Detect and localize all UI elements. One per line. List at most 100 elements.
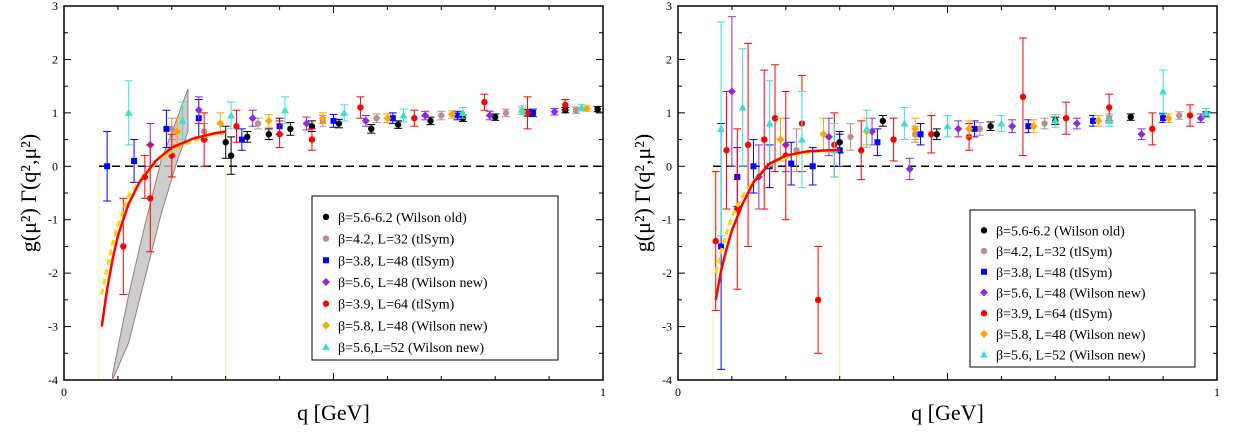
data-point <box>287 125 294 133</box>
data-point <box>862 124 871 132</box>
data-point <box>399 111 408 119</box>
data-point <box>971 125 978 132</box>
data-point <box>1164 114 1173 123</box>
chart-panel-1: -4 -3 -2 -1 0 1 2 3 0 1 q [GeV] g(μ²) Γ(q²,μ²) β=5.6… <box>16 0 606 425</box>
y-tick-label: 0 <box>666 159 672 173</box>
data-point <box>318 114 327 123</box>
data-point <box>308 123 316 130</box>
data-point <box>120 243 127 250</box>
data-point <box>1105 116 1114 124</box>
legend-label: β=5.6-6.2 (Wilson old) <box>338 211 467 226</box>
data-point <box>965 124 974 133</box>
plot-area <box>711 16 1217 370</box>
x-tick-label: 0 <box>675 385 681 399</box>
data-point <box>1186 112 1194 119</box>
data-point <box>868 127 877 136</box>
series-5 <box>119 93 570 296</box>
data-point <box>577 103 586 111</box>
legend-box <box>969 209 1196 368</box>
legend-marker <box>980 247 988 255</box>
data-point <box>173 127 182 136</box>
legend-label: β=5.6, L=48 (Wilson new) <box>996 287 1146 302</box>
y-tick-label: -2 <box>48 266 58 280</box>
series-4 <box>146 96 559 167</box>
legend-marker <box>981 268 987 275</box>
data-point <box>765 119 774 127</box>
data-point <box>572 106 580 114</box>
legend-label: β=4.2, L=32 (tlSym) <box>996 245 1113 260</box>
data-point <box>308 136 316 143</box>
data-point <box>933 131 940 138</box>
y-tick-label: -4 <box>662 373 672 387</box>
data-point <box>874 139 881 146</box>
data-point <box>104 163 111 170</box>
data-point <box>194 106 203 115</box>
data-point <box>1094 116 1103 125</box>
legend: β=5.6-6.2 (Wilson old) β=4.2, L=32 (tlSym… <box>311 195 559 361</box>
data-point <box>890 136 897 143</box>
data-point <box>131 157 138 164</box>
data-point <box>254 120 262 127</box>
data-point <box>744 141 752 149</box>
y-tick-label: -4 <box>48 373 58 387</box>
series-7 <box>717 21 1211 237</box>
data-point <box>147 195 154 202</box>
data-point <box>727 87 736 96</box>
series-6 <box>173 104 591 146</box>
data-point <box>594 105 601 113</box>
data-point <box>712 237 719 245</box>
data-point <box>1127 113 1134 121</box>
legend: β=5.6-6.2 (Wilson old) β=4.2, L=32 (tlSym… <box>969 209 1196 368</box>
legend-marker <box>322 300 330 307</box>
y-tick-label: 0 <box>52 159 58 173</box>
legend-box <box>311 195 559 361</box>
plot-area <box>99 80 603 380</box>
data-point <box>1149 125 1156 133</box>
data-point <box>1051 116 1060 124</box>
data-point <box>928 131 935 138</box>
data-point <box>900 119 909 127</box>
data-point <box>1196 114 1205 123</box>
data-point <box>389 115 396 122</box>
data-point <box>427 117 434 125</box>
fit-curve <box>100 130 226 327</box>
data-point <box>750 163 757 170</box>
data-point <box>276 131 283 138</box>
data-point <box>847 133 854 141</box>
data-point <box>1029 122 1038 131</box>
data-point <box>368 125 375 133</box>
data-point <box>216 119 225 128</box>
y-tick-label: 3 <box>666 0 672 13</box>
data-point <box>124 108 133 116</box>
data-point <box>1202 108 1211 116</box>
data-point <box>222 139 229 146</box>
y-axis-label: g(μ²) Γ(q²,μ²) <box>16 134 41 252</box>
y-tick-label: -1 <box>662 213 672 227</box>
data-point <box>954 124 963 133</box>
y-tick-label: 2 <box>666 52 672 66</box>
data-point <box>1137 130 1146 139</box>
data-point <box>793 147 800 154</box>
data-point <box>858 147 865 154</box>
data-point <box>1176 112 1183 119</box>
data-point <box>238 136 245 143</box>
legend-label: β=4.2, L=32 (tlSym) <box>338 233 455 248</box>
legend-marker <box>980 227 988 234</box>
data-point <box>1062 115 1070 122</box>
data-point <box>824 132 833 141</box>
data-point <box>168 125 175 133</box>
legend-label: β=5.6,L=52 (Wilson new) <box>338 341 484 356</box>
data-point <box>943 122 952 130</box>
data-point <box>529 109 536 116</box>
data-point <box>717 124 726 132</box>
y-tick-label: 2 <box>52 52 58 66</box>
legend-marker <box>980 310 988 317</box>
data-point <box>244 133 251 141</box>
data-point <box>738 103 747 111</box>
x-axis-label: q [GeV] <box>911 400 984 425</box>
legend-marker <box>322 235 330 242</box>
data-point <box>485 111 494 120</box>
legend-marker <box>980 329 988 338</box>
legend-label: β=5.6-6.2 (Wilson old) <box>996 224 1125 239</box>
